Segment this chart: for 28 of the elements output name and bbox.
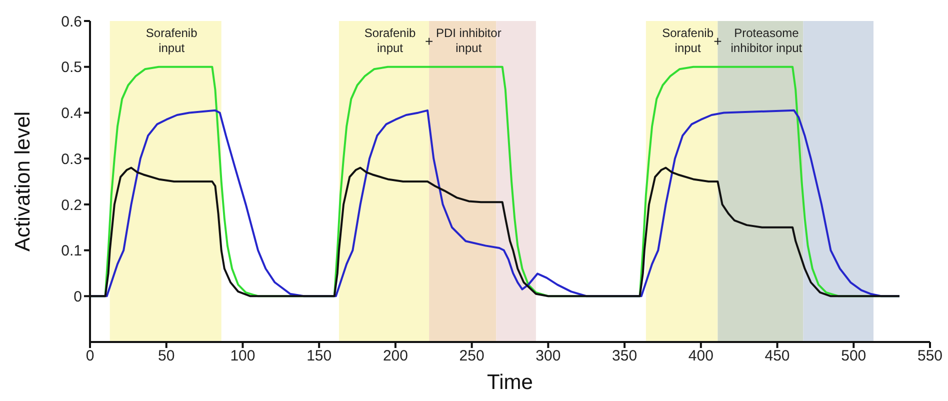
x-axis-title: Time: [487, 371, 533, 394]
band-label: PDI inhibitor input: [436, 26, 502, 55]
y-tick-label: 0.3: [61, 150, 82, 168]
y-axis-title: Activation level: [11, 111, 34, 252]
y-tick-label: 0.2: [61, 196, 82, 214]
x-tick-label: 100: [230, 348, 256, 365]
x-tick-label: 400: [688, 348, 714, 365]
x-tick-label: 350: [612, 348, 638, 365]
x-tick-label: 450: [764, 348, 790, 365]
y-tick-label: 0.6: [61, 13, 82, 30]
x-tick-label: 150: [306, 348, 332, 365]
x-tick-label: 250: [459, 348, 484, 365]
band-label: Proteasome inhibitor input: [730, 26, 803, 55]
band-label: Sorafenib input: [364, 26, 416, 55]
x-tick-label: 500: [841, 348, 866, 365]
x-tick-label: 50: [158, 348, 175, 365]
x-tick-label: 0: [86, 348, 94, 365]
y-tick-label: 0.4: [61, 105, 82, 122]
annotation: +: [424, 33, 434, 50]
x-tick-label: 200: [382, 348, 408, 365]
y-tick-label: 0.5: [61, 59, 82, 76]
annotation: +: [714, 33, 722, 50]
x-tick-label: 300: [536, 348, 561, 365]
band-label: Sorafenib input: [662, 26, 714, 55]
band-label: Sorafenib input: [146, 26, 198, 55]
x-tick-label: 550: [917, 348, 943, 365]
y-tick-label: 0.1: [61, 242, 82, 260]
y-tick-label: 0: [74, 288, 82, 306]
